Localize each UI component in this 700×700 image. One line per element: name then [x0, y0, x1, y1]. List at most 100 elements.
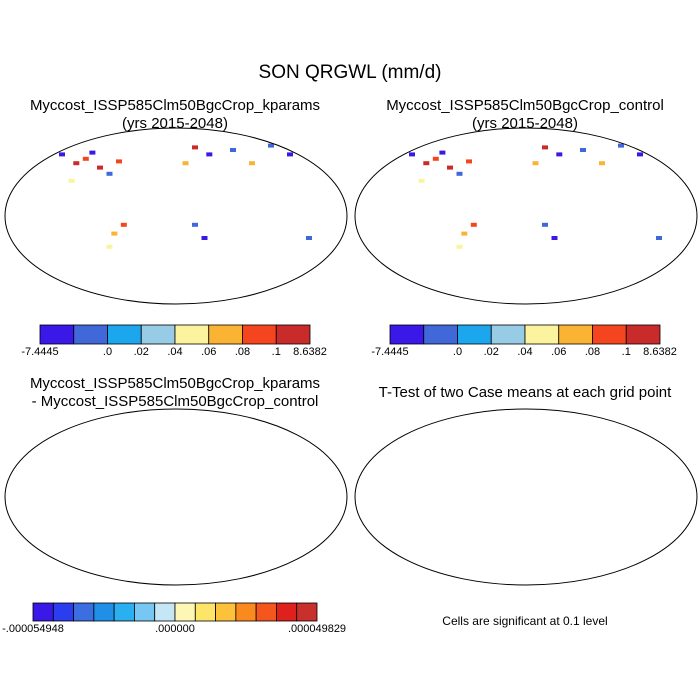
colorbar-tick-label: .1 [621, 346, 631, 358]
map-ttest [354, 408, 698, 586]
map-detail-cell [192, 222, 198, 227]
map-detail-cell [439, 150, 446, 155]
colorbar-swatch [140, 324, 176, 345]
map-detail-cell [551, 236, 558, 240]
panel-title-kparams: Myccost_ISSP585Clm50BgcCrop_kparams (yrs… [0, 97, 350, 133]
map-detail-cell [542, 222, 548, 227]
map-detail-cell [665, 139, 672, 144]
map-detail-cell [206, 152, 213, 157]
map-border [354, 408, 698, 586]
panel-title-ttest: T-Test of two Case means at each grid po… [350, 384, 700, 402]
map-detail-cell [111, 231, 118, 236]
map-kparams [4, 127, 348, 305]
panel-title-line1: Myccost_ISSP585Clm50BgcCrop_control [386, 97, 664, 114]
colorbar-swatch [592, 324, 627, 345]
colorbar-tick-label: .0 [102, 346, 113, 358]
colorbar-swatch [235, 602, 257, 622]
colorbar-tick-label: .000000 [155, 623, 195, 635]
colorbar-tick-label: -7.4445 [21, 346, 59, 358]
figure-title: SON QRGWL (mm/d) [258, 62, 442, 83]
colorbar-tick-label: .0 [452, 346, 463, 358]
map-detail-cell [580, 148, 586, 152]
map-ocean [5, 409, 347, 585]
colorbar-tick-label: .08 [234, 346, 251, 358]
map-ocean [355, 409, 697, 585]
map-detail-cell [120, 222, 127, 227]
colorbar-tick-label: .04 [517, 346, 533, 358]
map-border [354, 127, 698, 305]
colorbar-swatch [242, 324, 277, 345]
colorbar-tick-label: .02 [133, 346, 149, 358]
map-detail-cell [466, 159, 472, 164]
map-detail-cell [456, 244, 463, 249]
map-detail-cell [89, 150, 96, 155]
ttest-significance-note: Cells are significant at 0.1 level [442, 614, 608, 628]
map-detail-cell [399, 143, 406, 148]
map-detail-cell [59, 152, 65, 157]
panel-title-difference: Myccost_ISSP585Clm50BgcCrop_kparams - My… [0, 375, 350, 411]
map-ocean [5, 128, 347, 304]
colorbar-swatch [93, 602, 115, 622]
map-detail-cell [116, 159, 122, 164]
map-detail-cell [82, 156, 89, 161]
colorbar-swatch [194, 602, 216, 622]
map-detail-cell [618, 143, 624, 148]
panel-title-line1: Myccost_ISSP585Clm50BgcCrop_kparams [29, 375, 321, 392]
colorbar-swatch [389, 324, 425, 345]
map-detail-cell [306, 236, 312, 240]
panel-title-line1: Myccost_ISSP585Clm50BgcCrop_kparams [29, 97, 321, 114]
colorbar-swatch [276, 602, 298, 622]
map-detail-cell [599, 161, 605, 166]
colorbar-tick-label: .06 [201, 346, 217, 358]
colorbar-tick-label: .1 [271, 346, 281, 358]
panel-title-line2: (yrs 2015-2048) [122, 115, 228, 132]
colorbar-swatch [208, 324, 243, 345]
map-detail-cell [287, 152, 293, 157]
map-detail-cell [97, 165, 103, 170]
colorbar-swatch [174, 602, 196, 622]
map-detail-cell [182, 161, 189, 166]
map-detail-cell [532, 161, 539, 166]
colorbar-tick-label: .000049829 [287, 623, 347, 635]
map-detail-cell [542, 145, 548, 150]
colorbar-control [389, 324, 661, 345]
map-border [4, 127, 348, 305]
map-detail-cell [49, 143, 56, 148]
map-detail-cell [106, 244, 113, 249]
colorbar-swatch [39, 324, 75, 345]
panel-title-line2: - Myccost_ISSP585Clm50BgcCrop_control [31, 393, 319, 410]
colorbar-swatch [32, 602, 54, 622]
map-detail-cell [201, 236, 208, 240]
map-difference [4, 408, 348, 586]
map-detail-cell [461, 231, 468, 236]
colorbar-tick-label: -.000054948 [2, 623, 64, 635]
map-detail-cell [447, 165, 453, 170]
colorbar-tick-label: .04 [167, 346, 183, 358]
colorbar-swatch [113, 602, 135, 622]
map-detail-cell [418, 178, 425, 183]
map-detail-cell [192, 145, 198, 150]
colorbar-swatch [255, 602, 277, 622]
colorbar-tick-label: .06 [551, 346, 567, 358]
colorbar-tick-label: -7.4445 [371, 346, 409, 358]
colorbar-tick-label: 8.6382 [643, 346, 677, 358]
colorbar-difference [32, 602, 318, 622]
colorbar-swatch [154, 602, 176, 622]
map-detail-cell [470, 222, 477, 227]
map-detail-cell [656, 236, 662, 240]
map-detail-cell [409, 152, 415, 157]
panel-title-line2: (yrs 2015-2048) [472, 115, 578, 132]
map-detail-cell [637, 152, 643, 157]
colorbar-swatch [73, 602, 95, 622]
colorbar-swatch [625, 324, 661, 345]
map-detail-cell [485, 128, 491, 130]
map-detail-cell [135, 128, 141, 130]
map-detail-cell [432, 156, 439, 161]
colorbar-swatch [52, 602, 74, 622]
panel-title-line1: T-Test of two Case means at each grid po… [378, 384, 672, 401]
colorbar-tick-label: .02 [483, 346, 499, 358]
colorbar-kparams [39, 324, 311, 345]
colorbar-swatch [524, 324, 560, 345]
colorbar-swatch [107, 324, 142, 345]
